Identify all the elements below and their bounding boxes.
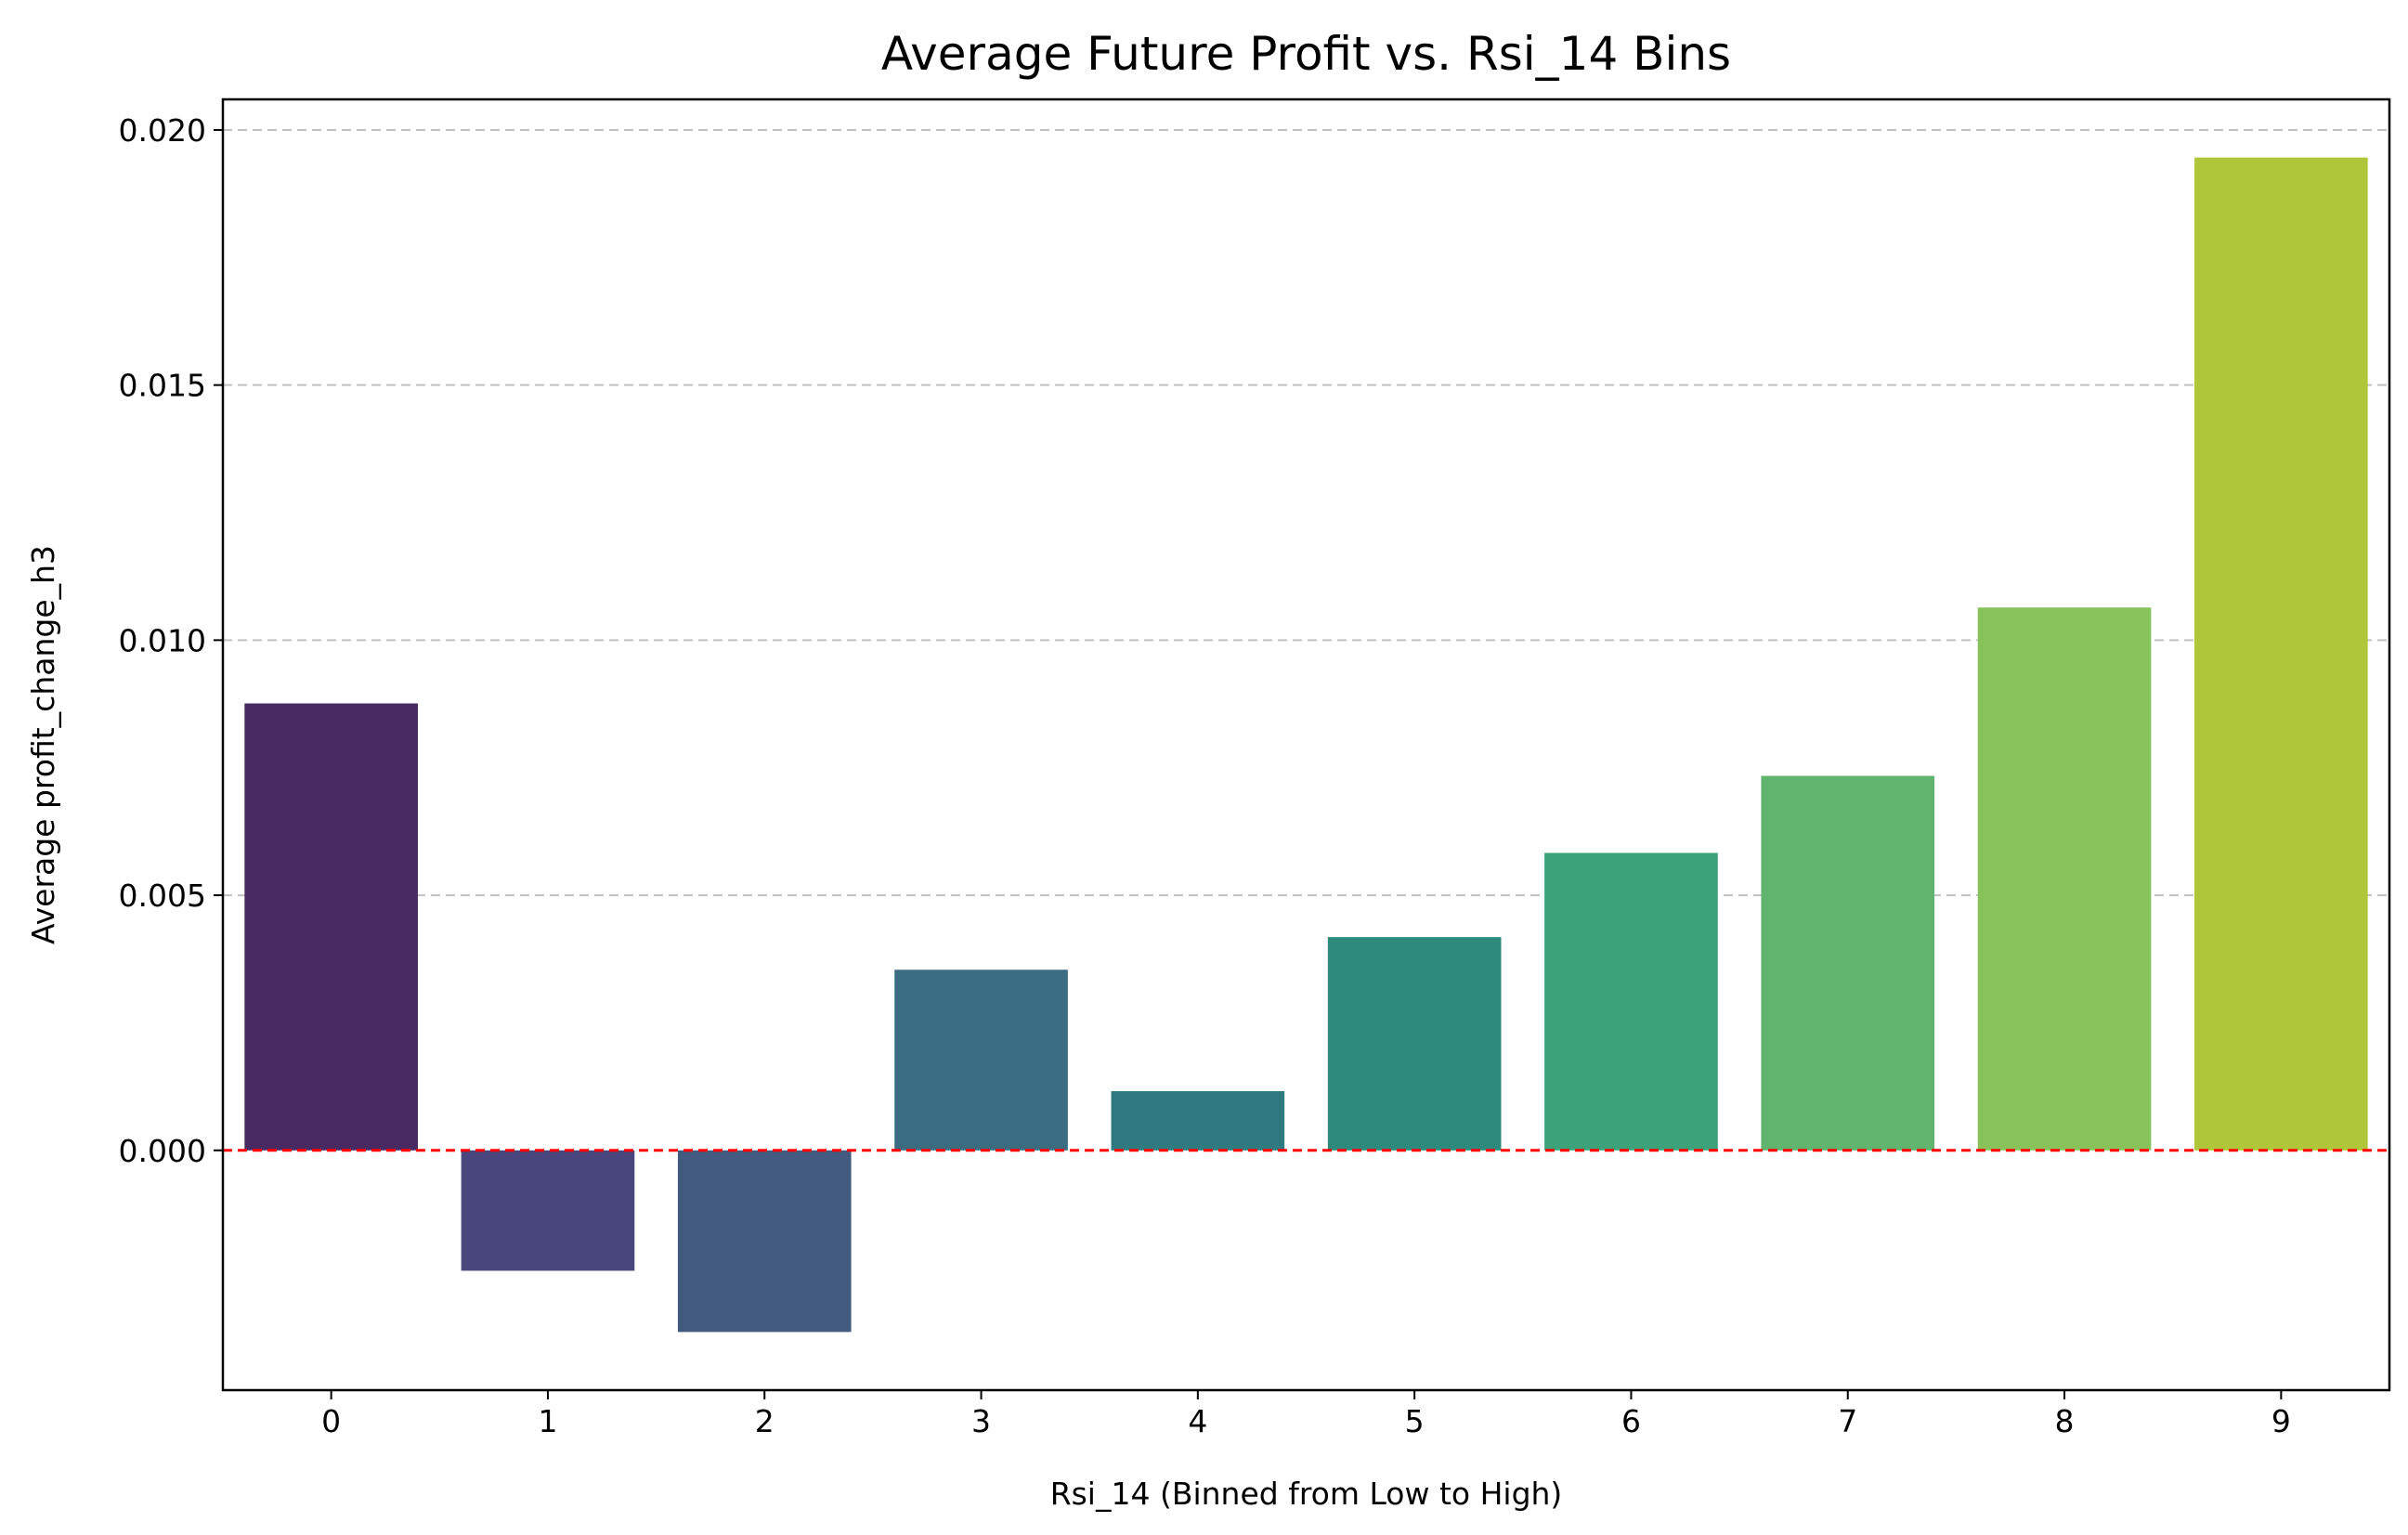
y-axis-label: Average profit_change_h3 xyxy=(25,545,61,944)
x-tick-label: 4 xyxy=(1188,1403,1207,1439)
y-tick-label: 0.010 xyxy=(119,622,206,658)
y-tick-label: 0.015 xyxy=(119,368,206,404)
bar-0 xyxy=(244,703,418,1151)
bar-9 xyxy=(2194,157,2368,1151)
x-tick-label: 2 xyxy=(755,1403,774,1439)
x-tick-label: 0 xyxy=(321,1403,341,1439)
x-tick-label: 3 xyxy=(971,1403,991,1439)
x-tick-label: 9 xyxy=(2271,1403,2291,1439)
x-tick-label: 1 xyxy=(538,1403,557,1439)
x-axis-label: Rsi_14 (Binned from Low to High) xyxy=(1050,1476,1563,1512)
bar-5 xyxy=(1327,937,1502,1151)
bar-8 xyxy=(1977,607,2152,1151)
x-tick-label: 7 xyxy=(1838,1403,1857,1439)
bar-2 xyxy=(677,1150,852,1333)
bar-6 xyxy=(1544,852,1718,1151)
chart-title: Average Future Profit vs. Rsi_14 Bins xyxy=(881,27,1731,81)
bar-1 xyxy=(461,1150,635,1271)
bars-layer xyxy=(244,157,2368,1333)
bar-3 xyxy=(894,969,1068,1151)
x-tick-label: 5 xyxy=(1405,1403,1425,1439)
y-tick-label: 0.005 xyxy=(119,878,206,914)
y-tick-label: 0.020 xyxy=(119,112,206,149)
bar-7 xyxy=(1761,775,1935,1151)
y-tick-label: 0.000 xyxy=(119,1133,206,1169)
y-axis: 0.000 0.005 0.010 0.015 0.020 xyxy=(119,112,223,1169)
plot-frame xyxy=(221,98,2391,1392)
x-tick-label: 6 xyxy=(1621,1403,1641,1439)
x-tick-label: 8 xyxy=(2055,1403,2075,1439)
bar-4 xyxy=(1111,1091,1285,1151)
x-axis: 0 1 2 3 4 5 6 7 8 9 xyxy=(321,1390,2291,1439)
